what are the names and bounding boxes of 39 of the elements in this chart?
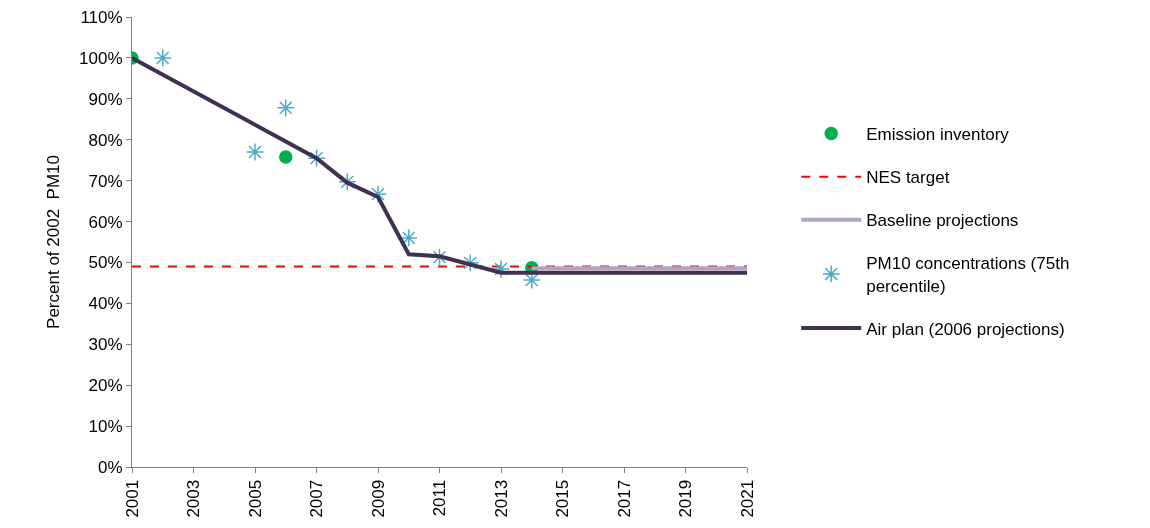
point: [276, 98, 295, 117]
point: [491, 259, 511, 279]
y-tick-label: 0%: [98, 457, 123, 477]
legend-label: Air plan (2006 projections): [866, 319, 1065, 339]
y-tick-label: 50%: [88, 253, 123, 273]
y-tick-label: 80%: [88, 130, 123, 150]
legend-label: Emission inventory: [866, 125, 1010, 145]
y-tick-label: 40%: [88, 294, 123, 314]
y-tick-label: 70%: [88, 171, 123, 191]
x-tick-label: 2013: [491, 479, 511, 518]
y-tick-label: 100%: [79, 48, 123, 68]
point: [153, 48, 172, 68]
x-tick-label: 2017: [614, 479, 634, 518]
point: [430, 247, 449, 267]
x-tick-label: 2011: [430, 479, 450, 517]
x-tick-label: 2009: [368, 479, 388, 518]
point: [279, 150, 293, 164]
legend-label: Baseline projections: [866, 211, 1019, 231]
y-tick-label: 20%: [88, 376, 123, 396]
x-tick-label: 2007: [307, 479, 327, 518]
point: [461, 253, 480, 273]
x-tick-label: 2003: [184, 479, 204, 518]
y-tick-label: 110%: [80, 7, 123, 27]
point: [338, 172, 357, 192]
point: [307, 148, 326, 168]
x-tick-label: 2005: [245, 479, 265, 518]
legend-label: PM10 concentrations (75th percentile): [866, 254, 1070, 296]
y-tick-label: 10%: [88, 417, 123, 437]
y-tick-label: 90%: [88, 89, 123, 109]
y-axis-title: Percent of 2002 PM10: [43, 155, 63, 329]
point: [245, 142, 265, 162]
x-tick-label: 2001: [122, 479, 142, 518]
x-tick-label: 2019: [676, 479, 696, 518]
legend-label: NES target: [866, 168, 950, 188]
y-tick-label: 60%: [88, 212, 123, 232]
point: [399, 228, 418, 248]
x-tick-label: 2015: [553, 479, 573, 518]
y-tick-label: 30%: [88, 335, 123, 355]
x-tick-label: 2021: [737, 479, 757, 518]
